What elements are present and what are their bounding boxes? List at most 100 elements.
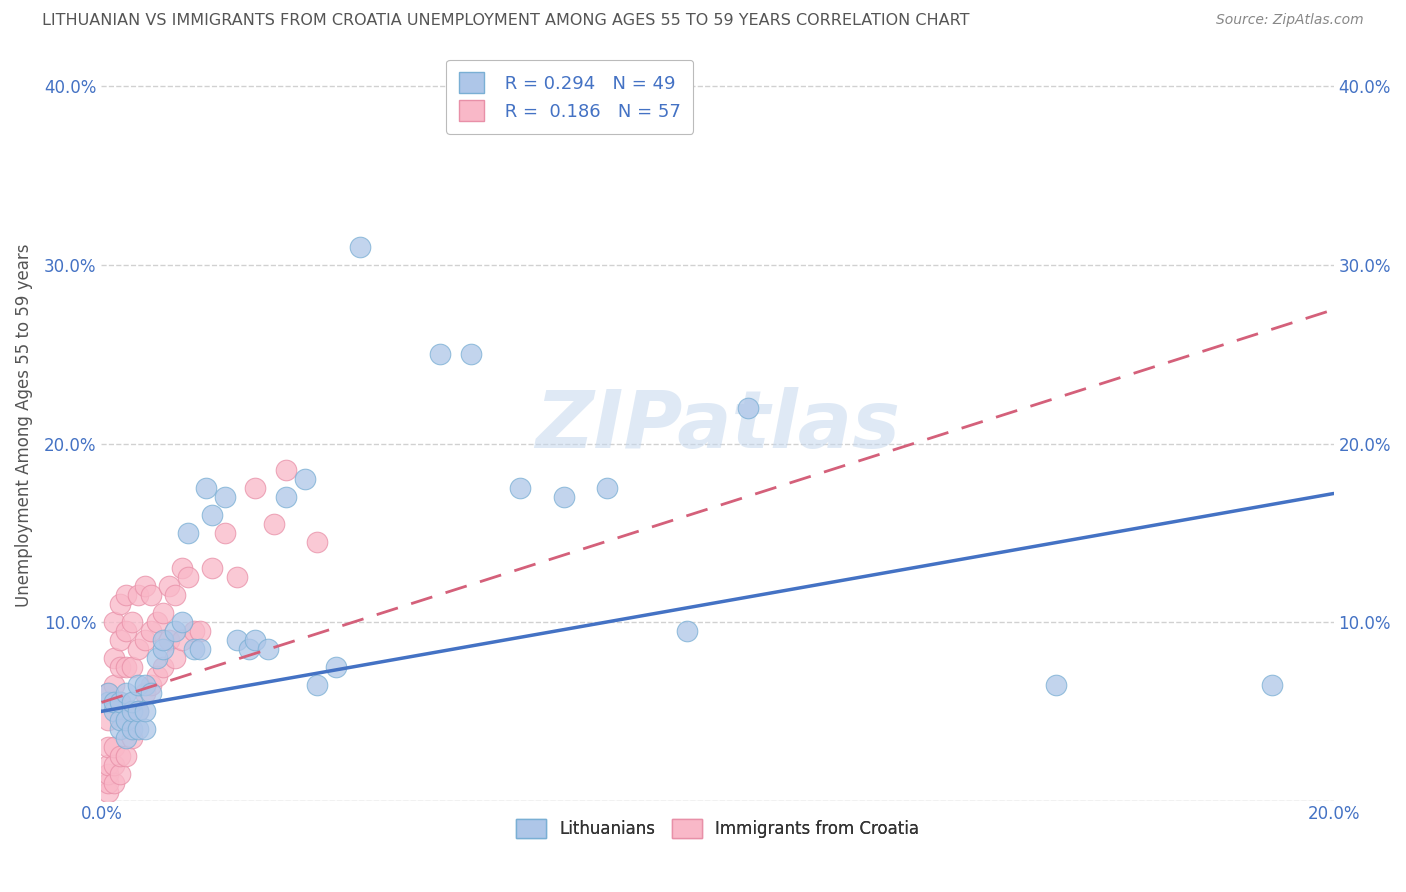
- Point: [121, 615, 143, 629]
- Point: [97, 695, 120, 709]
- Point: [121, 659, 143, 673]
- Point: [108, 632, 131, 647]
- Point: [675, 624, 697, 638]
- Point: [170, 561, 193, 575]
- Point: [134, 704, 156, 718]
- Legend: Lithuanians, Immigrants from Croatia: Lithuanians, Immigrants from Croatia: [509, 813, 927, 845]
- Point: [177, 525, 200, 540]
- Point: [226, 570, 249, 584]
- Point: [201, 508, 224, 522]
- Point: [97, 767, 120, 781]
- Point: [103, 615, 125, 629]
- Point: [188, 641, 211, 656]
- Point: [460, 347, 482, 361]
- Point: [294, 472, 316, 486]
- Point: [108, 659, 131, 673]
- Point: [157, 579, 180, 593]
- Point: [183, 624, 205, 638]
- Point: [115, 749, 138, 764]
- Point: [429, 347, 451, 361]
- Point: [108, 767, 131, 781]
- Point: [238, 641, 260, 656]
- Point: [195, 481, 218, 495]
- Text: LITHUANIAN VS IMMIGRANTS FROM CROATIA UNEMPLOYMENT AMONG AGES 55 TO 59 YEARS COR: LITHUANIAN VS IMMIGRANTS FROM CROATIA UN…: [42, 13, 970, 29]
- Point: [152, 641, 174, 656]
- Point: [127, 722, 149, 736]
- Point: [165, 624, 187, 638]
- Point: [152, 606, 174, 620]
- Point: [134, 677, 156, 691]
- Point: [108, 695, 131, 709]
- Point: [134, 722, 156, 736]
- Point: [97, 758, 120, 772]
- Point: [115, 588, 138, 602]
- Point: [115, 713, 138, 727]
- Point: [146, 650, 169, 665]
- Point: [1045, 677, 1067, 691]
- Point: [737, 401, 759, 415]
- Point: [103, 740, 125, 755]
- Point: [97, 713, 120, 727]
- Point: [103, 695, 125, 709]
- Point: [307, 677, 329, 691]
- Point: [103, 758, 125, 772]
- Point: [115, 713, 138, 727]
- Point: [97, 785, 120, 799]
- Point: [139, 588, 162, 602]
- Point: [127, 588, 149, 602]
- Point: [103, 695, 125, 709]
- Point: [157, 632, 180, 647]
- Text: Source: ZipAtlas.com: Source: ZipAtlas.com: [1216, 13, 1364, 28]
- Point: [121, 722, 143, 736]
- Point: [103, 704, 125, 718]
- Point: [1261, 677, 1284, 691]
- Point: [134, 632, 156, 647]
- Point: [139, 624, 162, 638]
- Point: [97, 740, 120, 755]
- Point: [165, 588, 187, 602]
- Point: [595, 481, 617, 495]
- Point: [214, 490, 236, 504]
- Point: [214, 525, 236, 540]
- Point: [121, 731, 143, 745]
- Point: [146, 668, 169, 682]
- Point: [97, 776, 120, 790]
- Point: [108, 597, 131, 611]
- Point: [170, 632, 193, 647]
- Point: [121, 695, 143, 709]
- Text: ZIPatlas: ZIPatlas: [536, 386, 900, 465]
- Point: [139, 677, 162, 691]
- Point: [97, 686, 120, 700]
- Point: [115, 731, 138, 745]
- Point: [325, 659, 347, 673]
- Point: [127, 704, 149, 718]
- Point: [276, 463, 298, 477]
- Point: [349, 240, 371, 254]
- Point: [121, 704, 143, 718]
- Point: [263, 516, 285, 531]
- Point: [201, 561, 224, 575]
- Point: [553, 490, 575, 504]
- Point: [139, 686, 162, 700]
- Point: [152, 659, 174, 673]
- Point: [115, 686, 138, 700]
- Point: [226, 632, 249, 647]
- Point: [165, 650, 187, 665]
- Point: [127, 641, 149, 656]
- Point: [115, 659, 138, 673]
- Point: [509, 481, 531, 495]
- Point: [134, 579, 156, 593]
- Point: [276, 490, 298, 504]
- Y-axis label: Unemployment Among Ages 55 to 59 years: Unemployment Among Ages 55 to 59 years: [15, 244, 32, 607]
- Point: [134, 686, 156, 700]
- Point: [183, 641, 205, 656]
- Point: [245, 632, 267, 647]
- Point: [108, 713, 131, 727]
- Point: [170, 615, 193, 629]
- Point: [245, 481, 267, 495]
- Point: [108, 695, 131, 709]
- Point: [152, 632, 174, 647]
- Point: [115, 624, 138, 638]
- Point: [307, 534, 329, 549]
- Point: [177, 570, 200, 584]
